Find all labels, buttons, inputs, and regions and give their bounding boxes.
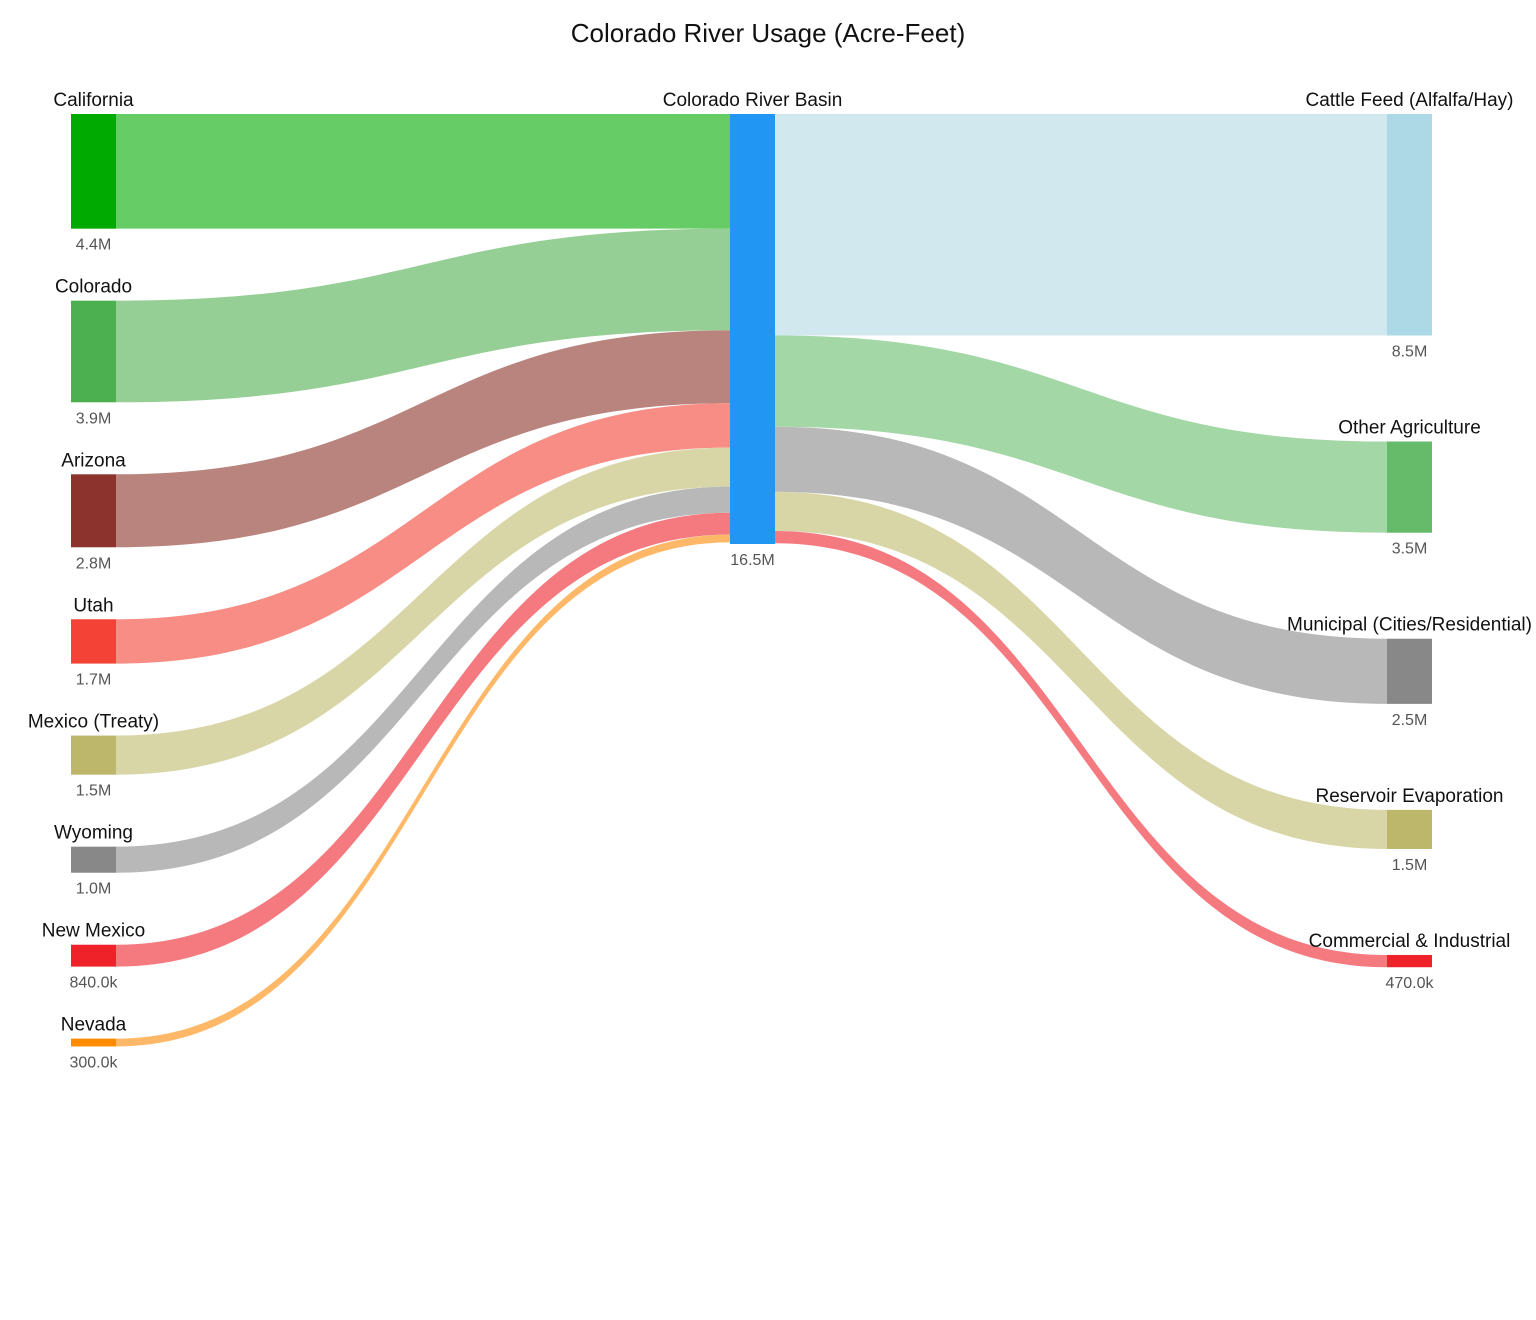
node-label-commercial-industrial: Commercial & Industrial	[1309, 931, 1511, 952]
node-label-cattle-feed-alfalfa-hay: Cattle Feed (Alfalfa/Hay)	[1305, 90, 1513, 111]
node-other-agriculture[interactable]	[1387, 441, 1432, 533]
node-utah[interactable]	[71, 619, 116, 664]
link-california-to-basin[interactable]	[116, 114, 730, 229]
link-wyoming-to-basin[interactable]	[116, 486, 730, 873]
node-commercial-industrial[interactable]	[1387, 954, 1432, 968]
nodes: California 4.4M Colorado 3.9M Arizona 2.8M Uta…	[28, 90, 1532, 1071]
node-label-reservoir-evaporation: Reservoir Evaporation	[1316, 786, 1504, 807]
node-value-arizona: 2.8M	[76, 555, 112, 572]
node-label-california: California	[53, 90, 134, 111]
node-value-cattle-feed-alfalfa-hay: 8.5M	[1392, 344, 1428, 361]
node-label-wyoming: Wyoming	[54, 823, 133, 844]
node-value-other-agriculture: 3.5M	[1392, 541, 1428, 558]
link-arizona-to-basin[interactable]	[116, 330, 730, 548]
link-mexico-treaty-to-basin[interactable]	[116, 447, 730, 775]
node-value-utah: 1.7M	[76, 672, 112, 689]
node-colorado[interactable]	[71, 300, 116, 403]
links	[116, 114, 1387, 1047]
node-label-utah: Utah	[73, 595, 113, 616]
node-label-nevada: Nevada	[61, 1015, 127, 1036]
link-basin-to-municipal-cities-residential[interactable]	[775, 426, 1387, 704]
link-basin-to-reservoir-evaporation[interactable]	[775, 491, 1387, 849]
link-basin-to-cattle-feed-alfalfa-hay[interactable]	[775, 114, 1387, 336]
node-municipal-cities-residential[interactable]	[1387, 638, 1432, 704]
node-label-colorado: Colorado	[55, 277, 132, 298]
node-colorado-river-basin[interactable]	[730, 114, 775, 544]
node-value-wyoming: 1.0M	[76, 881, 112, 898]
chart-title: Colorado River Usage (Acre-Feet)	[571, 18, 965, 48]
node-value-new-mexico: 840.0k	[69, 975, 118, 992]
node-value-reservoir-evaporation: 1.5M	[1392, 857, 1428, 874]
node-value-commercial-industrial: 470.0k	[1385, 975, 1434, 992]
node-value-colorado: 3.9M	[76, 410, 112, 427]
node-nevada[interactable]	[71, 1038, 116, 1047]
link-basin-to-other-agriculture[interactable]	[775, 335, 1387, 533]
link-utah-to-basin[interactable]	[116, 403, 730, 664]
link-colorado-to-basin[interactable]	[116, 228, 730, 403]
node-label-arizona: Arizona	[61, 450, 126, 471]
node-label-other-agriculture: Other Agriculture	[1338, 418, 1481, 439]
link-new-mexico-to-basin[interactable]	[116, 512, 730, 967]
node-value-colorado-river-basin: 16.5M	[730, 552, 774, 569]
node-label-new-mexico: New Mexico	[42, 921, 145, 942]
node-cattle-feed-alfalfa-hay[interactable]	[1387, 114, 1432, 336]
node-value-nevada: 300.0k	[69, 1054, 118, 1071]
node-reservoir-evaporation[interactable]	[1387, 809, 1432, 849]
node-label-municipal-cities-residential: Municipal (Cities/Residential)	[1287, 615, 1532, 636]
node-new-mexico[interactable]	[71, 944, 116, 967]
node-value-california: 4.4M	[76, 237, 112, 254]
node-label-colorado-river-basin: Colorado River Basin	[663, 90, 843, 111]
node-mexico-treaty[interactable]	[71, 735, 116, 775]
link-nevada-to-basin[interactable]	[116, 534, 730, 1047]
link-basin-to-commercial-industrial[interactable]	[775, 530, 1387, 968]
node-california[interactable]	[71, 114, 116, 229]
node-wyoming[interactable]	[71, 846, 116, 873]
node-label-mexico-treaty: Mexico (Treaty)	[28, 712, 159, 733]
node-value-municipal-cities-residential: 2.5M	[1392, 712, 1428, 729]
node-value-mexico-treaty: 1.5M	[76, 783, 112, 800]
node-arizona[interactable]	[71, 474, 116, 548]
